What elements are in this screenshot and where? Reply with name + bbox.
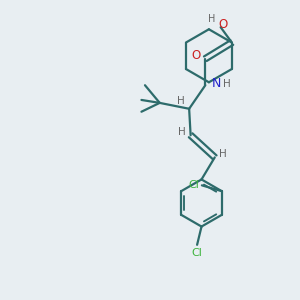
Text: Cl: Cl [192,248,203,258]
Text: H: H [208,14,215,24]
Text: H: H [223,79,230,89]
Text: O: O [218,18,228,31]
Text: Cl: Cl [188,180,199,190]
Text: H: H [178,127,186,137]
Text: N: N [212,77,221,90]
Text: O: O [191,49,200,62]
Text: H: H [177,95,185,106]
Text: H: H [219,149,227,159]
